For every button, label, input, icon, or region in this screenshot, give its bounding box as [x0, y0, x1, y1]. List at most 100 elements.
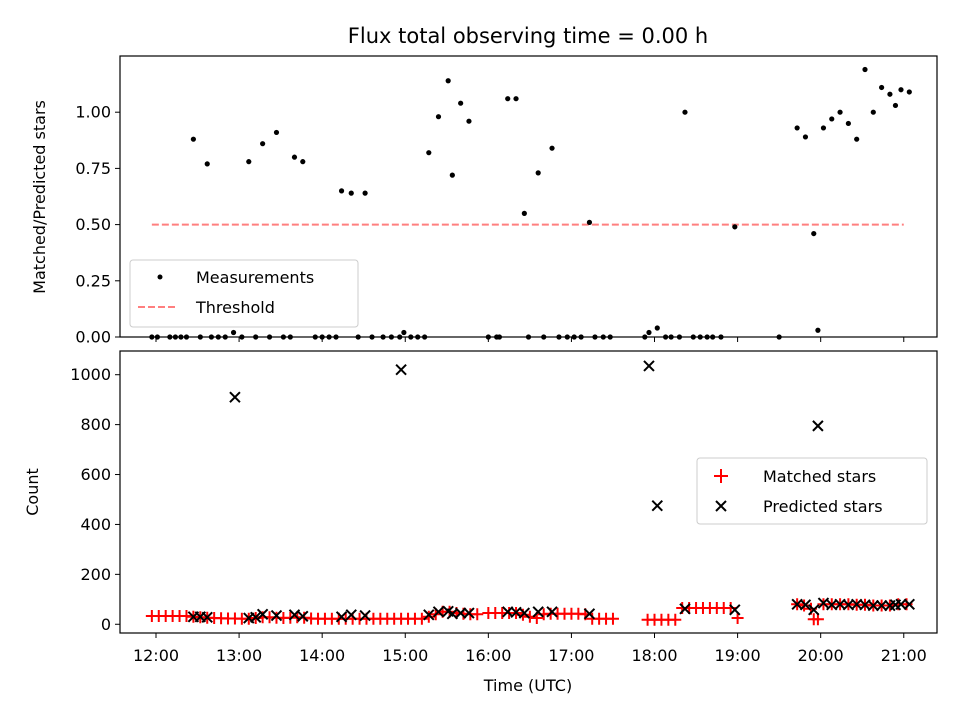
measurement-point [246, 159, 252, 165]
measurement-point [333, 334, 339, 340]
measurement-point [776, 334, 782, 340]
measurement-point [541, 334, 547, 340]
predicted-star-point [463, 607, 475, 619]
measurement-point [312, 334, 318, 340]
measurement-point [607, 334, 613, 340]
predicted-star-point [345, 609, 357, 621]
predicted-star-point [201, 611, 213, 623]
measurement-point [397, 334, 403, 340]
measurement-point [215, 334, 221, 340]
measurement-point [892, 102, 899, 109]
predicted-star-point [335, 611, 348, 623]
top-y-tick-label: 1.00 [75, 103, 111, 122]
predicted-stars-legend-label: Predicted stars [763, 497, 883, 516]
measurement-point [458, 100, 464, 106]
bottom-y-tick-label: 600 [80, 465, 111, 484]
measurement-point [906, 89, 912, 95]
bottom-x-tick-label: 17:00 [548, 646, 594, 665]
measurement-point [794, 125, 800, 131]
measurement-point [426, 150, 432, 156]
measurement-point [326, 334, 332, 340]
bottom-x-tick-label: 13:00 [216, 646, 262, 665]
measurement-point [802, 134, 809, 140]
measurement-point [178, 334, 184, 340]
top-legend-frame [129, 259, 359, 328]
top-legend: Measurements Threshold [129, 259, 359, 328]
predicted-star-point [812, 420, 824, 432]
predicted-star-point [799, 599, 812, 611]
measurements-legend-marker [157, 274, 163, 280]
measurement-point [260, 141, 266, 147]
measurement-point [197, 334, 203, 340]
measurement-point [676, 334, 683, 340]
predicted-star-point [679, 603, 691, 615]
predicted-star-point [651, 500, 663, 512]
top-y-tick-label: 0.00 [75, 328, 111, 347]
threshold-legend-label: Threshold [195, 298, 275, 317]
bottom-y-axis-label: Count [23, 468, 42, 516]
measurement-point [380, 334, 386, 340]
bottom-x-tick-label: 12:00 [133, 646, 179, 665]
measurement-point [513, 96, 519, 102]
predicted-star-point [546, 606, 558, 618]
measurement-point [208, 334, 214, 340]
predicted-star-point [454, 607, 467, 619]
measurement-point [154, 334, 160, 340]
measurement-point [149, 334, 155, 340]
measurement-point [690, 334, 696, 340]
measurement-point [668, 334, 674, 340]
matched-star-point [669, 613, 682, 626]
measurement-point [348, 190, 354, 196]
matched-star-point [471, 608, 484, 621]
predicted-star-point [729, 604, 741, 616]
top-plot-area [149, 66, 912, 340]
predicted-star-point [808, 604, 820, 616]
chart-title: Flux total observing time = 0.00 h [348, 24, 708, 48]
predicted-star-point [297, 610, 309, 622]
measurement-point [578, 334, 584, 340]
measurement-point [549, 145, 555, 151]
measurement-point [811, 230, 817, 237]
matched-stars-legend-label: Matched stars [763, 467, 876, 486]
measurement-point [388, 334, 395, 340]
measurement-point [571, 334, 577, 340]
measurement-point [556, 334, 562, 340]
bottom-legend-frame [696, 457, 928, 525]
predicted-star-point [249, 611, 262, 623]
measurement-point [697, 334, 703, 340]
measurement-point [401, 329, 407, 336]
bottom-y-tick-label: 1000 [70, 365, 111, 384]
measurement-point [273, 129, 280, 136]
measurement-point [415, 334, 421, 340]
predicted-stars-series [187, 360, 916, 624]
measurement-point [820, 125, 827, 131]
measurement-point [704, 334, 710, 340]
measurement-point [266, 334, 273, 340]
predicted-star-point [875, 599, 888, 612]
measurement-point [355, 334, 361, 340]
measurement-point [239, 334, 245, 340]
measurement-point [854, 136, 860, 142]
measurement-point [338, 188, 345, 194]
bottom-y-tick-label: 0 [101, 615, 111, 634]
bottom-y-tick-label: 800 [80, 415, 111, 434]
predicted-star-point [867, 599, 880, 612]
measurement-point [586, 219, 593, 225]
predicted-star-point [532, 606, 544, 618]
measurement-point [496, 334, 503, 340]
measurement-point [466, 118, 472, 124]
measurement-point [167, 334, 173, 340]
measurement-point [190, 136, 196, 142]
matched-stars-legend-marker [714, 469, 728, 483]
top-y-axis-label: Matched/Predicted stars [30, 100, 49, 294]
measurement-point [319, 334, 325, 340]
measurement-point [521, 210, 527, 216]
bottom-x-tick-label: 20:00 [798, 646, 844, 665]
measurement-point [870, 109, 876, 115]
predicted-star-point [518, 607, 531, 619]
matched-star-point [606, 612, 619, 625]
measurement-point [646, 329, 652, 336]
measurement-point [300, 159, 306, 165]
measurement-point [449, 172, 455, 178]
